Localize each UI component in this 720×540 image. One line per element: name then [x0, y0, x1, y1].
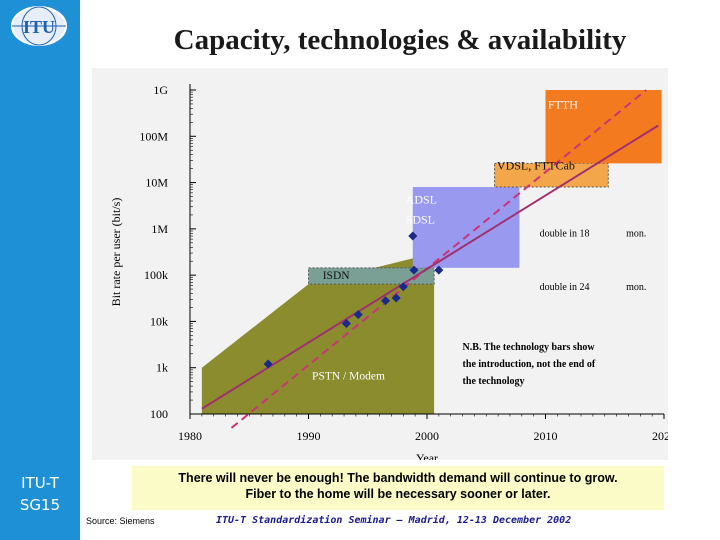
data-point — [409, 265, 419, 275]
note-line: N.B. The technology bars show — [463, 342, 596, 353]
x-axis-title: Year — [416, 451, 438, 460]
y-axis-title: Bit rate per user (bit/s) — [109, 198, 123, 307]
footer-text: ITU-T Standardization Seminar – Madrid, … — [216, 515, 572, 526]
y-tick-label: 100M — [139, 129, 168, 143]
y-tick-label: 100k — [144, 268, 168, 282]
tech-bar-2 — [412, 187, 520, 268]
y-tick-label: 1G — [153, 83, 168, 97]
tech-label-vdsl: VDSL, FTTCab — [497, 159, 575, 173]
caption-line-1: There will never be enough! The bandwidt… — [178, 471, 618, 485]
x-tick-label: 2000 — [415, 429, 439, 443]
trend-line-0 — [230, 89, 647, 429]
caption-box: There will never be enough! The bandwidt… — [132, 466, 664, 510]
tech-label-0: PSTN / Modem — [312, 371, 385, 383]
data-point — [398, 282, 408, 292]
bitrate-chart: 100 1k 10k 100k 1M 10M 100M 1G 1980 1990 2000 2010 2… — [92, 68, 668, 460]
tech-bar-4 — [545, 90, 662, 164]
tech-label-sdsl: SDSL — [406, 213, 435, 227]
x-tick-label: 2010 — [534, 429, 558, 443]
trend-line-1 — [201, 124, 659, 410]
annotation-24-suffix: mon. — [626, 282, 646, 293]
source-note: Source: Siemens — [86, 516, 155, 526]
sidebar-line-1: ITU-T — [21, 474, 59, 492]
y-tick-label: 10M — [145, 176, 168, 190]
note-line: the technology — [463, 376, 525, 387]
data-point — [408, 231, 418, 241]
data-point — [263, 359, 273, 369]
x-tick-label: 1980 — [178, 429, 202, 443]
y-tick-label: 10k — [150, 314, 168, 328]
itu-logo-icon: ITU — [11, 6, 67, 46]
tech-label-ftth: FTTH — [548, 97, 578, 111]
annotation-18-months: double in 18 — [540, 228, 590, 239]
x-tick-label: 1990 — [297, 429, 321, 443]
y-tick-label: 1k — [156, 361, 168, 375]
x-tick-label: 2020 — [652, 429, 668, 443]
y-tick-label: 1M — [151, 222, 168, 236]
data-point — [341, 319, 351, 329]
caption-line-2: Fiber to the home will be necessary soon… — [245, 487, 551, 501]
logo-text: ITU — [23, 17, 55, 37]
tech-label-adsl: ADSL — [406, 193, 437, 207]
page-title: Capacity, technologies & availability — [173, 24, 627, 56]
tech-bar-1 — [308, 267, 435, 285]
note-line: the introduction, not the end of — [463, 359, 596, 370]
data-point — [381, 296, 391, 306]
y-tick-label: 100 — [150, 407, 168, 421]
annotation-18-suffix: mon. — [626, 228, 646, 239]
data-point — [434, 265, 444, 275]
data-point — [353, 310, 363, 320]
sidebar-line-2: SG15 — [19, 496, 61, 514]
tech-label-1: ISDN — [323, 270, 351, 282]
annotation-24-months: double in 24 — [540, 282, 590, 293]
data-point — [391, 293, 401, 303]
sidebar: ITU ITU-T SG15 — [0, 0, 80, 540]
sidebar-label: ITU-T SG15 — [0, 472, 80, 516]
